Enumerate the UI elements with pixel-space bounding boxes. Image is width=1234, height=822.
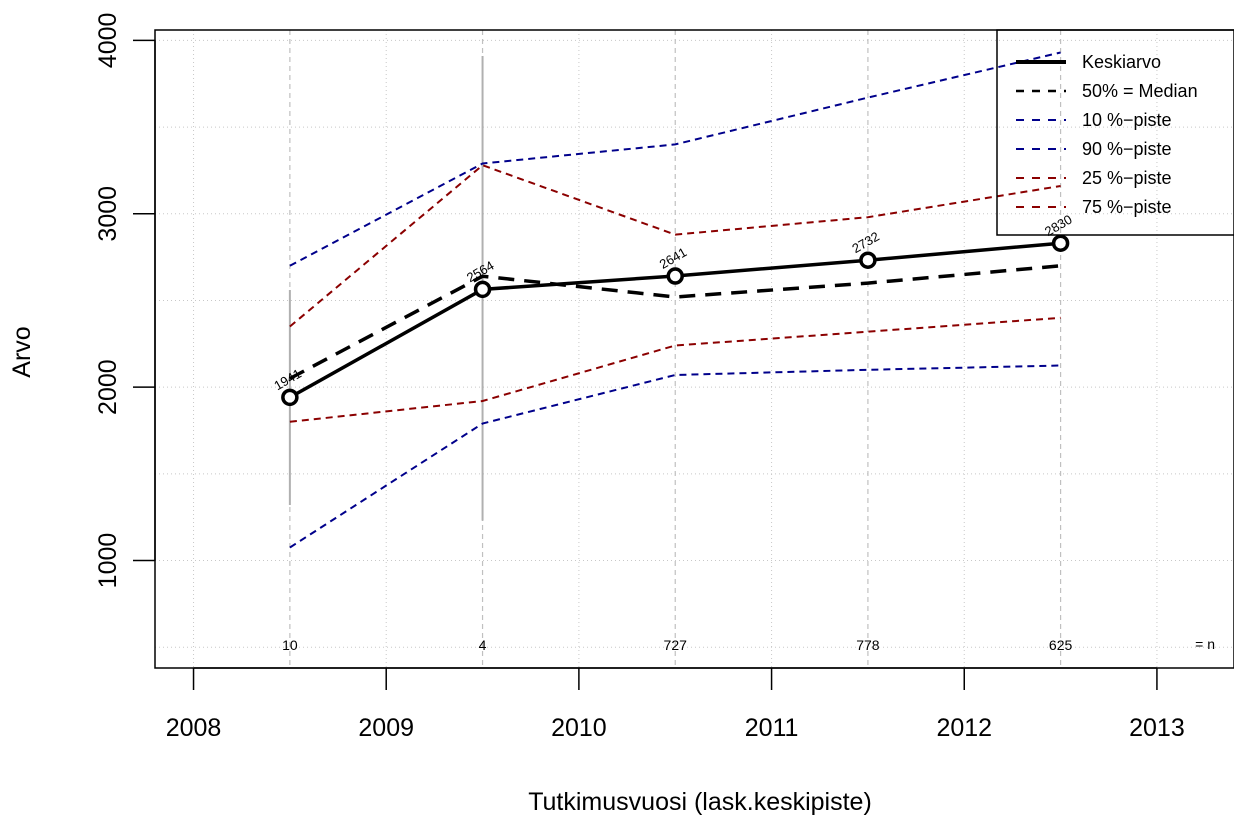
x-tick-label: 2010 xyxy=(551,714,607,742)
sample-size-label: 10 xyxy=(282,637,298,653)
series-line xyxy=(289,316,1061,423)
data-point xyxy=(859,251,877,269)
legend-label: 90 %−piste xyxy=(1082,139,1172,159)
x-tick-label: 2009 xyxy=(358,714,414,742)
y-axis-title: Arvo xyxy=(8,326,36,377)
series-line xyxy=(289,264,1061,381)
sample-size-label: 727 xyxy=(664,637,688,653)
legend-label: 25 %−piste xyxy=(1082,168,1172,188)
x-axis-title: Tutkimusvuosi (lask.keskipiste) xyxy=(528,788,872,816)
x-tick-label: 2011 xyxy=(745,714,799,742)
series-line xyxy=(289,364,1061,549)
data-point xyxy=(666,267,684,285)
sample-size-label: 778 xyxy=(856,637,880,653)
x-axis: 2008 2009 2010 2011 2012 2013 xyxy=(166,667,1185,742)
sample-size-label: 625 xyxy=(1049,637,1073,653)
legend-label: 50% = Median xyxy=(1082,81,1198,101)
sample-size-suffix: = n xyxy=(1195,636,1215,652)
legend: Keskiarvo 50% = Median 10 %−piste 90 %−pist… xyxy=(996,29,1234,236)
mean-points xyxy=(281,234,1070,407)
series-line xyxy=(289,51,1061,267)
sample-size-label: 4 xyxy=(479,637,487,653)
y-axis: 1000 2000 3000 4000 xyxy=(94,13,156,589)
legend-label: Keskiarvo xyxy=(1082,52,1161,72)
x-tick-label: 2008 xyxy=(166,714,222,742)
y-tick-label: 2000 xyxy=(94,359,122,415)
y-tick-label: 4000 xyxy=(94,13,122,69)
y-tick-label: 1000 xyxy=(94,533,122,589)
x-tick-label: 2013 xyxy=(1129,714,1185,742)
x-tick-label: 2012 xyxy=(936,714,992,742)
legend-label: 10 %−piste xyxy=(1082,110,1172,130)
legend-box xyxy=(996,29,1234,236)
series-line xyxy=(289,164,1061,328)
data-point xyxy=(281,388,299,407)
y-tick-label: 3000 xyxy=(94,186,122,242)
data-point xyxy=(473,280,492,299)
data-point xyxy=(1051,234,1070,252)
legend-label: 75 %−piste xyxy=(1082,197,1172,217)
sample-size-labels: 10 4 727 778 625 = n xyxy=(282,636,1215,653)
